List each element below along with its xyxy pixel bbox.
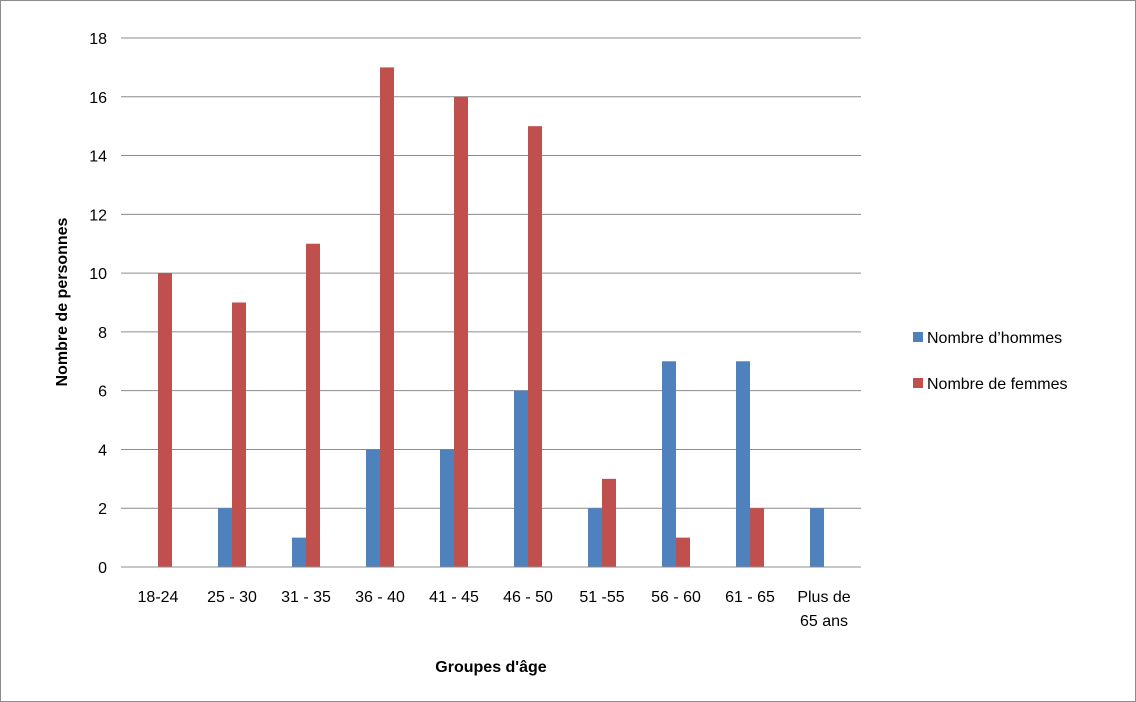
y-tick-label: 6 <box>98 384 107 401</box>
bars <box>158 67 824 568</box>
legend-swatch-women <box>913 378 923 388</box>
x-tick-label: Plus de <box>797 589 850 606</box>
x-axis-title: Groupes d'âge <box>435 659 546 676</box>
x-tick-label: 61 - 65 <box>725 589 775 606</box>
bar-women <box>306 243 320 567</box>
bar-men <box>514 390 528 567</box>
bar-men <box>366 449 380 567</box>
x-tick-label: 41 - 45 <box>429 589 479 606</box>
bar-men <box>440 449 454 567</box>
y-axis-title: Nombre de personnes <box>54 217 71 386</box>
x-tick-label: 46 - 50 <box>503 589 553 606</box>
y-tick-label: 4 <box>98 442 107 459</box>
y-tick-label: 16 <box>89 90 107 107</box>
bar-men <box>218 508 232 567</box>
y-tick-label: 18 <box>89 31 107 48</box>
x-tick-label: 56 - 60 <box>651 589 701 606</box>
bar-women <box>602 478 616 567</box>
x-tick-label: 18-24 <box>138 589 179 606</box>
bar-men <box>736 361 750 567</box>
legend-label-men: Nombre d’hommes <box>927 330 1062 347</box>
bar-women <box>676 537 690 567</box>
bar-women <box>528 126 542 568</box>
bar-men <box>662 361 676 567</box>
y-tick-label: 8 <box>98 325 107 342</box>
legend: Nombre d’hommes Nombre de femmes <box>913 330 1068 393</box>
y-tick-label: 2 <box>98 501 107 518</box>
bar-men <box>588 508 602 567</box>
bar-men <box>292 537 306 567</box>
bar-women <box>232 302 246 567</box>
x-axis-ticks: 18-24 25 - 30 31 - 35 36 - 40 41 - 45 46 - 50… <box>138 589 851 630</box>
y-tick-label: 0 <box>98 560 107 577</box>
bar-women <box>158 273 172 567</box>
y-tick-label: 10 <box>89 266 107 283</box>
bar-men <box>810 508 824 567</box>
bar-women <box>380 67 394 567</box>
bar-women <box>454 96 468 568</box>
x-tick-label: 36 - 40 <box>355 589 405 606</box>
x-tick-label: 51 -55 <box>579 589 624 606</box>
bar-women <box>750 508 764 567</box>
x-tick-label: 65 ans <box>800 613 848 630</box>
y-tick-label: 12 <box>89 207 107 224</box>
legend-label-women: Nombre de femmes <box>927 376 1068 393</box>
y-tick-label: 14 <box>89 149 107 166</box>
y-axis-ticks: 0 2 4 6 8 10 12 14 16 18 <box>89 31 107 577</box>
legend-swatch-men <box>913 332 923 342</box>
x-tick-label: 25 - 30 <box>207 589 257 606</box>
x-tick-label: 31 - 35 <box>281 589 331 606</box>
